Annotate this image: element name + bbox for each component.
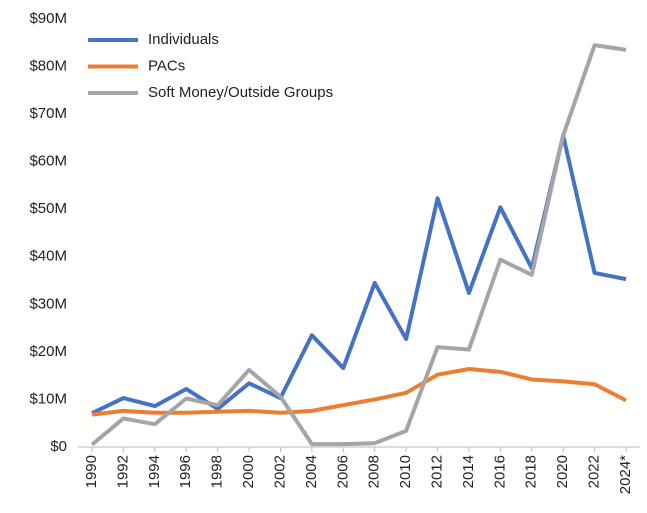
legend-label: Soft Money/Outside Groups	[148, 84, 333, 101]
x-tick-label: 2008	[366, 455, 383, 488]
x-tick-label: 1994	[146, 455, 163, 488]
x-tick-label: 1992	[114, 455, 131, 488]
data-line	[90, 43, 627, 447]
x-tick-label: 2002	[271, 455, 288, 488]
x-tick-label: 2024*	[617, 455, 634, 494]
legend-label: PACs	[148, 57, 185, 74]
x-tick-label: 2020	[554, 455, 571, 488]
y-tick-label: $80M	[29, 58, 67, 75]
x-tick-label: 2022	[586, 455, 603, 488]
y-tick-label: $60M	[29, 153, 67, 170]
x-tick-label: 2016	[491, 455, 508, 488]
data-line	[91, 133, 627, 416]
x-tick-label: 2012	[428, 455, 445, 488]
y-tick-label: $30M	[29, 295, 67, 312]
y-tick-label: $40M	[29, 248, 67, 265]
y-tick-label: $90M	[29, 10, 67, 27]
x-tick-label: 1996	[177, 455, 194, 488]
x-tick-label: 2000	[240, 455, 257, 488]
y-tick-label: $0	[50, 438, 67, 455]
legend-label: Individuals	[148, 31, 219, 48]
y-tick-label: $10M	[29, 390, 67, 407]
y-tick-label: $50M	[29, 200, 67, 217]
x-tick-label: 2014	[460, 455, 477, 488]
x-tick-label: 1998	[209, 455, 226, 488]
x-tick-label: 1990	[83, 455, 100, 488]
x-tick-label: 2004	[303, 455, 320, 488]
x-tick-label: 2010	[397, 455, 414, 488]
x-tick-label: 2006	[334, 455, 351, 488]
y-tick-label: $70M	[29, 105, 67, 122]
y-tick-label: $20M	[29, 343, 67, 360]
data-line	[91, 367, 627, 417]
x-tick-label: 2018	[523, 455, 540, 488]
